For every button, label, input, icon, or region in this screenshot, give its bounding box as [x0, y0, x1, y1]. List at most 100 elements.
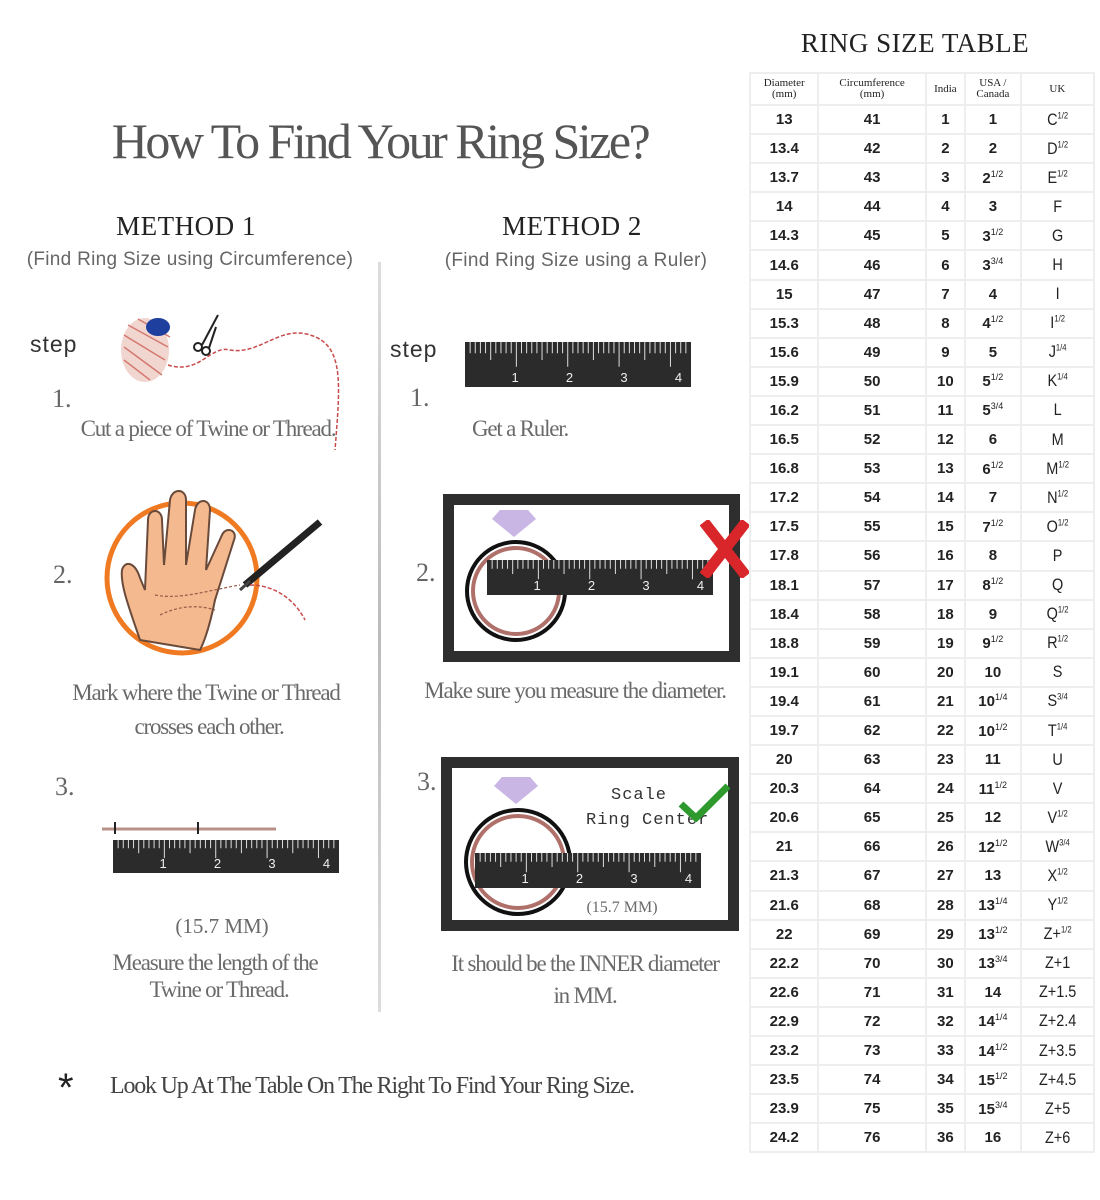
- table-cell: 18.8: [748, 627, 820, 659]
- table-cell: 67: [817, 860, 927, 892]
- table-cell: 42: [817, 133, 927, 165]
- table-cell: 121/2: [963, 831, 1022, 863]
- table-cell: Z+5: [1025, 1093, 1090, 1125]
- table-cell: 44: [817, 191, 927, 223]
- method1-step2-text-line2: crosses each other.: [134, 714, 285, 739]
- header-text: (mm): [859, 88, 885, 100]
- table-cell: K1/4: [1025, 365, 1090, 397]
- table-cell: 47: [817, 278, 927, 310]
- table-cell: 75: [817, 1093, 927, 1125]
- table-cell: 59: [817, 627, 927, 659]
- table-cell: N1/2: [1025, 482, 1090, 514]
- table-row: 23.9 75 35 153/4 Z+5: [748, 1093, 1094, 1125]
- method2-subtitle: (Find Ring Size using a Ruler): [444, 250, 708, 271]
- fraction: 1/2: [1057, 488, 1068, 499]
- table-row: 16.5 52 12 6 M: [748, 424, 1094, 456]
- table-cell: 14: [963, 976, 1022, 1008]
- table-cell: 63: [817, 744, 927, 776]
- table-row: 23.2 73 33 141/2 Z+3.5: [748, 1034, 1094, 1067]
- table-cell: U: [1025, 744, 1090, 776]
- table-cell: 25: [924, 802, 966, 834]
- table-cell: 21: [924, 685, 966, 717]
- table-row: 22.2 70 30 133/4 Z+1: [748, 947, 1094, 979]
- table-cell: 66: [817, 831, 927, 863]
- table-cell: 20: [748, 744, 820, 776]
- table-cell: 30: [924, 947, 966, 979]
- table-cell: 7: [963, 482, 1022, 514]
- fraction: 1/2: [990, 517, 1004, 528]
- table-cell: P: [1025, 540, 1090, 572]
- table-cell: Z+3.5: [1025, 1034, 1090, 1067]
- table-cell: 20.6: [748, 802, 820, 834]
- table-cell: 14.3: [748, 220, 820, 252]
- ruler-icon: 1 2 3 4: [475, 853, 701, 888]
- table-cell: Z+1/2: [1025, 918, 1090, 950]
- table-cell: 53: [817, 453, 927, 485]
- ruler-number: 3: [268, 856, 275, 871]
- table-row: 17.2 54 14 7 N1/2: [748, 482, 1094, 514]
- ruler-number: 1: [159, 856, 166, 871]
- table-cell: 41/2: [963, 307, 1022, 339]
- table-cell: 141/2: [963, 1034, 1022, 1067]
- table-cell: 13: [924, 453, 966, 485]
- table-row: 21.3 67 27 13 X1/2: [748, 860, 1094, 892]
- table-cell: 71/2: [963, 511, 1022, 543]
- table-cell: 19: [924, 627, 966, 659]
- table-cell: 23.9: [748, 1093, 820, 1125]
- table-cell: 21/2: [963, 162, 1022, 194]
- method1-step1-text: Cut a piece of Twine or Thread.: [80, 416, 337, 441]
- table-cell: 21.3: [748, 860, 820, 892]
- ruler-number: 3: [620, 370, 627, 385]
- ruler-number: 1: [521, 871, 528, 886]
- table-cell: 36: [924, 1122, 966, 1154]
- table-cell: 54: [817, 482, 927, 514]
- table-cell: Q: [1025, 569, 1090, 601]
- table-cell: 9: [924, 336, 966, 368]
- fraction: 1/2: [1060, 924, 1072, 935]
- table-row: 16.8 53 13 61/2 M1/2: [748, 453, 1094, 485]
- method2-measure: (15.7 MM): [586, 899, 658, 916]
- fraction: 1/2: [1057, 517, 1069, 528]
- table-cell: 21.6: [748, 889, 820, 921]
- table-cell: 22.9: [748, 1005, 820, 1038]
- table-cell: 73: [817, 1034, 927, 1067]
- scissors-icon: [193, 314, 219, 356]
- fraction: 1/2: [1057, 633, 1068, 644]
- fraction: 1/2: [994, 925, 1008, 936]
- thread-spool-icon: [121, 314, 340, 451]
- table-cell: 15.9: [748, 365, 820, 397]
- method1-step-label: step: [30, 331, 78, 357]
- table-cell: 5: [924, 220, 966, 252]
- table-cell: 50: [817, 365, 927, 397]
- table-cell: 4: [924, 191, 966, 223]
- table-cell: 13: [963, 860, 1022, 892]
- header-text: Diameter: [763, 77, 805, 89]
- table-row: 16.2 51 11 53/4 L: [748, 394, 1094, 427]
- fraction: 1/2: [994, 779, 1008, 790]
- table-cell: M1/2: [1025, 453, 1090, 485]
- header-text: USA /: [979, 77, 1007, 89]
- table-cell: 20.3: [748, 773, 820, 805]
- fraction: 1/2: [990, 459, 1004, 470]
- table-cell: 22.6: [748, 976, 820, 1008]
- table-row: 18.4 58 18 9 Q1/2: [748, 598, 1094, 630]
- table-cell: 51: [817, 394, 927, 427]
- table-cell: 15.3: [748, 307, 820, 339]
- table-row: 15.3 48 8 41/2 I1/2: [748, 307, 1094, 339]
- table-cell: 16.8: [748, 453, 820, 485]
- table-row: 17.5 55 15 71/2 O1/2: [748, 511, 1094, 543]
- table-cell: 133/4: [963, 947, 1022, 979]
- table-row: 13 41 1 1 C1/2: [748, 103, 1094, 136]
- header-text: Circumference: [839, 77, 905, 89]
- table-cell: Z+4.5: [1025, 1064, 1090, 1096]
- table-cell: 153/4: [963, 1093, 1022, 1125]
- fraction: 1/2: [990, 226, 1004, 237]
- table-cell: 55: [817, 511, 927, 543]
- table-cell: C1/2: [1025, 103, 1090, 136]
- table-cell: 2: [963, 133, 1022, 165]
- fraction: 1/2: [1057, 138, 1068, 149]
- diamond-icon: [492, 510, 536, 537]
- table-row: 14.3 45 5 31/2 G: [748, 220, 1094, 252]
- table-row: 21.6 68 28 131/4 Y1/2: [748, 889, 1094, 921]
- table-cell: 23: [924, 744, 966, 776]
